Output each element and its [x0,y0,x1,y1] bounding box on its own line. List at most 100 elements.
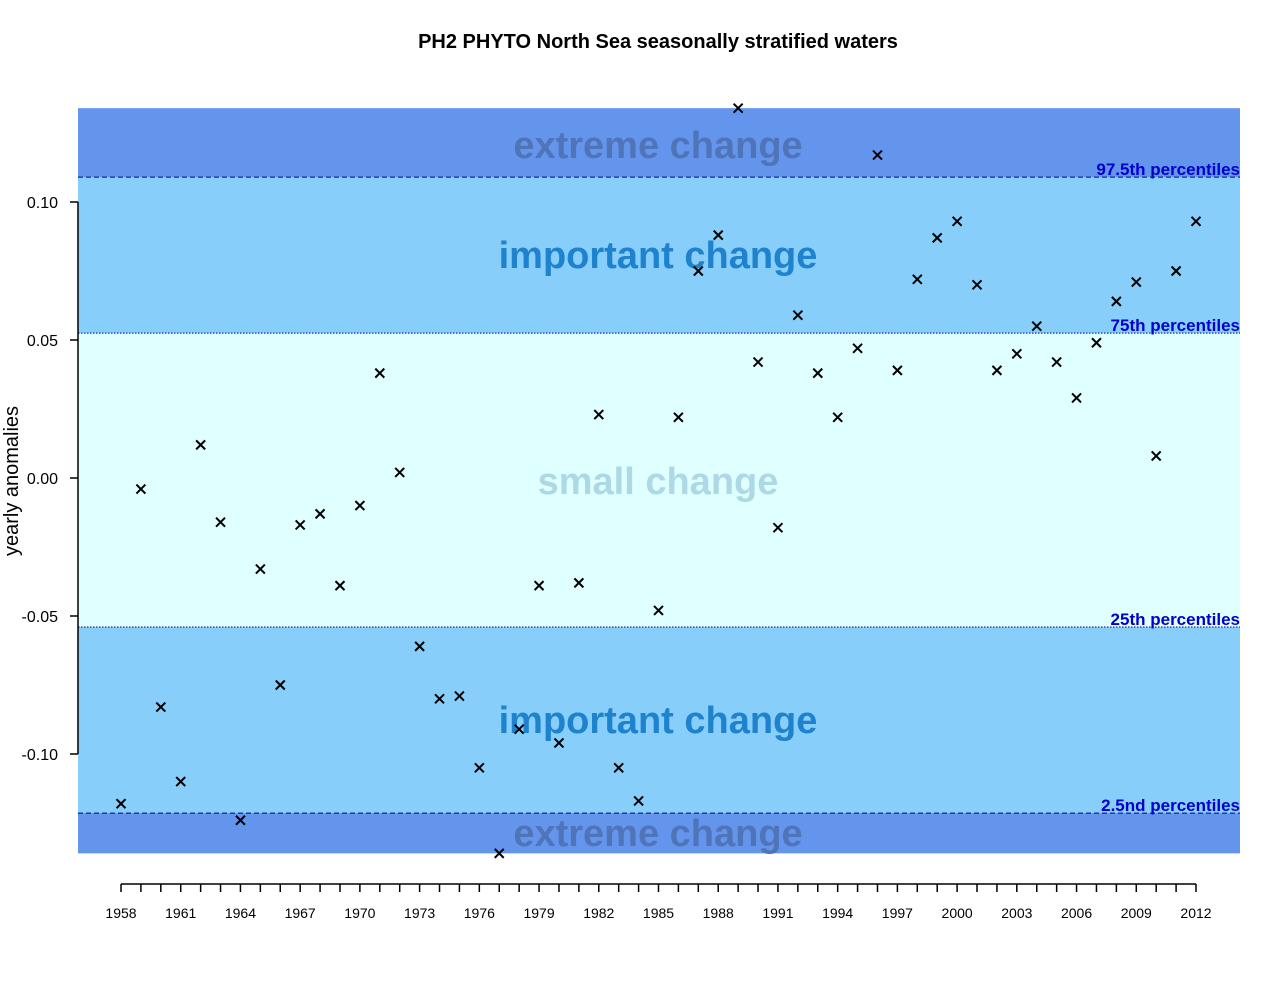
y-tick-label: -0.10 [22,747,59,764]
x-tick-label: 2009 [1121,905,1152,921]
y-tick-label: 0.05 [27,333,58,350]
band-label: important change [499,700,818,742]
data-point [593,409,604,420]
x-tick-label: 1973 [404,905,435,921]
data-point [1011,348,1023,360]
data-point [1071,392,1082,404]
data-point [294,519,306,531]
data-point [275,679,286,691]
x-axis: 1958 1961 1964 1967 1970 1973 1976 1979 1982 1985… [105,883,1212,921]
y-axis: 0.10 0.05 0.00 -0.05 -0.10 [22,195,79,764]
chart-title: PH2 PHYTO North Sea seasonally stratifie… [418,31,898,53]
data-point [573,577,585,589]
y-tick-label: 0.00 [27,471,58,488]
data-point [155,701,167,713]
data-point [414,641,425,652]
band-label: important change [499,235,818,277]
data-point [971,279,983,291]
data-point [732,102,744,114]
data-point [653,605,664,616]
data-point [892,365,903,376]
x-tick-label: 1979 [523,905,554,921]
x-tick-label: 2000 [942,905,973,921]
data-point [235,815,246,826]
x-tick-label: 1976 [464,905,495,921]
data-point [434,693,445,705]
data-point [1031,320,1042,332]
band-4 [78,813,1240,854]
data-point [215,516,226,528]
x-tick-label: 1982 [583,905,614,921]
threshold-layer: 97.5th percentiles 75th percentiles 25th p… [78,160,1240,815]
data-point [314,508,326,520]
x-tick-label: 1964 [225,905,256,921]
data-point [195,439,206,451]
band-label: extreme change [513,813,802,855]
y-tick-label: -0.05 [22,609,59,626]
data-point [135,483,147,495]
band-label: extreme change [513,125,802,167]
data-point [613,762,624,774]
data-point [1170,265,1182,277]
threshold-label: 2.5nd percentiles [1101,796,1240,815]
data-point [1131,276,1142,288]
data-point [1190,216,1202,227]
data-point [474,762,485,774]
data-point [912,274,923,285]
x-tick-label: 1970 [344,905,375,921]
y-axis-label: yearly anomalies [1,406,23,556]
x-tick-label: 2012 [1180,905,1211,921]
band-2 [78,333,1240,628]
x-tick-label: 1988 [703,905,734,921]
threshold-label: 75th percentiles [1111,316,1240,335]
data-point [1091,337,1102,348]
data-point [1051,356,1062,368]
band-1 [78,177,1240,334]
data-point [394,467,405,478]
x-tick-label: 1997 [882,905,913,921]
data-point [991,365,1003,376]
threshold-label: 97.5th percentiles [1096,160,1240,179]
data-point [872,149,883,161]
data-point [175,776,186,787]
points-layer [115,102,1202,859]
data-point [673,412,684,423]
data-point [931,232,943,244]
data-point [951,216,963,227]
band-label-layer: extreme change important change small chan… [499,125,818,855]
data-point [1111,296,1122,307]
threshold-label: 25th percentiles [1111,610,1240,629]
data-point [354,500,366,511]
data-point [713,229,724,241]
data-point [454,690,465,702]
x-tick-label: 1985 [643,905,674,921]
data-point [832,412,843,423]
x-tick-label: 1991 [762,905,793,921]
band-layer [78,108,1240,854]
data-point [693,265,704,277]
data-point [553,737,565,749]
data-point [1150,450,1162,462]
data-point [334,580,346,591]
x-tick-label: 1961 [165,905,196,921]
data-point [115,798,127,809]
band-3 [78,627,1240,814]
data-point [255,563,266,575]
data-point [772,522,784,533]
band-label: small change [538,461,779,503]
data-point [494,848,505,859]
data-point [852,343,863,354]
data-point [513,723,525,735]
x-tick-label: 1967 [285,905,316,921]
x-tick-label: 2006 [1061,905,1092,921]
y-tick-label: 0.10 [27,195,58,212]
x-tick-label: 1958 [105,905,136,921]
x-tick-label: 1994 [822,905,853,921]
data-point [812,367,823,379]
x-tick-label: 2003 [1001,905,1032,921]
data-point [533,580,545,591]
data-point [792,309,804,321]
band-0 [78,108,1240,178]
data-point [633,795,644,807]
